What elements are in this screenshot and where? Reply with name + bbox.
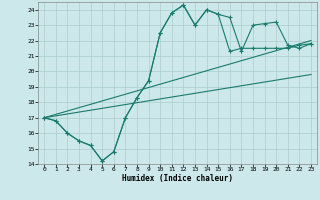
X-axis label: Humidex (Indice chaleur): Humidex (Indice chaleur) — [122, 174, 233, 183]
